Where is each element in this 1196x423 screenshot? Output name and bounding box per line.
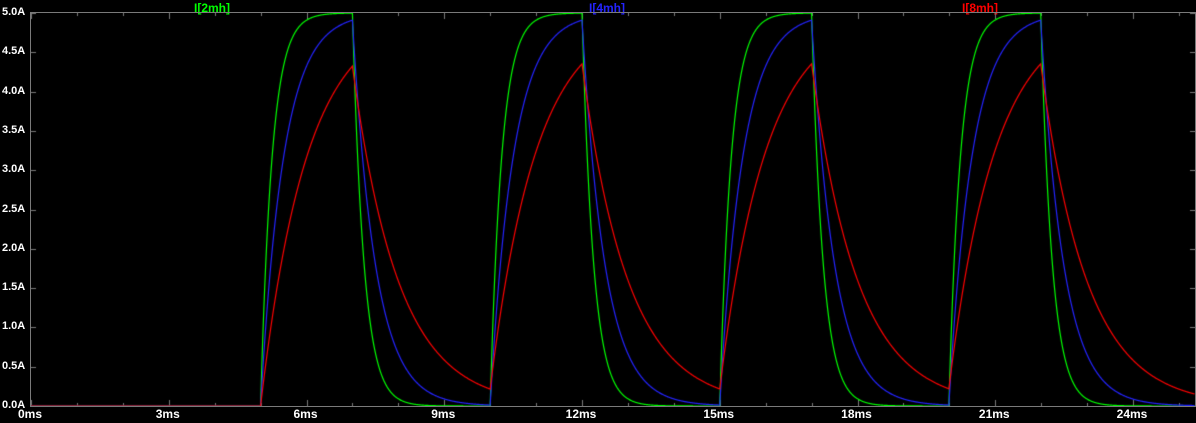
x-tick-label: 9ms	[431, 407, 456, 421]
y-tick-label: 1.0A	[2, 320, 26, 333]
y-tick-label: 0.0A	[2, 399, 26, 411]
waveform-canvas[interactable]	[31, 13, 1195, 406]
y-tick-label: 4.0A	[2, 84, 26, 97]
legend-trace-4mh[interactable]: I[4mh]	[589, 1, 625, 15]
y-tick-label: 2.0A	[2, 241, 26, 254]
x-tick-label: 0ms	[17, 407, 43, 421]
x-tick-label: 6ms	[293, 407, 318, 421]
y-tick-label: 1.5A	[2, 281, 26, 294]
x-tick-label: 15ms	[703, 407, 735, 421]
y-tick-label: 0.5A	[2, 359, 26, 372]
x-tick-label: 24ms	[1116, 407, 1148, 421]
y-tick-label: 4.5A	[2, 45, 26, 58]
x-tick-label: 3ms	[155, 407, 180, 421]
x-tick-label: 12ms	[565, 407, 597, 421]
x-tick-label: 21ms	[978, 407, 1010, 421]
y-tick-label: 3.0A	[2, 163, 26, 176]
y-tick-label: 5.0A	[2, 6, 26, 18]
y-tick-label: 3.5A	[2, 123, 26, 136]
x-tick-label: 18ms	[841, 407, 872, 421]
legend-trace-8mh[interactable]: I[8mh]	[962, 1, 998, 15]
y-tick-label: 2.5A	[2, 202, 26, 215]
plot-area[interactable]	[30, 12, 1196, 407]
legend-trace-2mh[interactable]: I[2mh]	[194, 1, 230, 15]
